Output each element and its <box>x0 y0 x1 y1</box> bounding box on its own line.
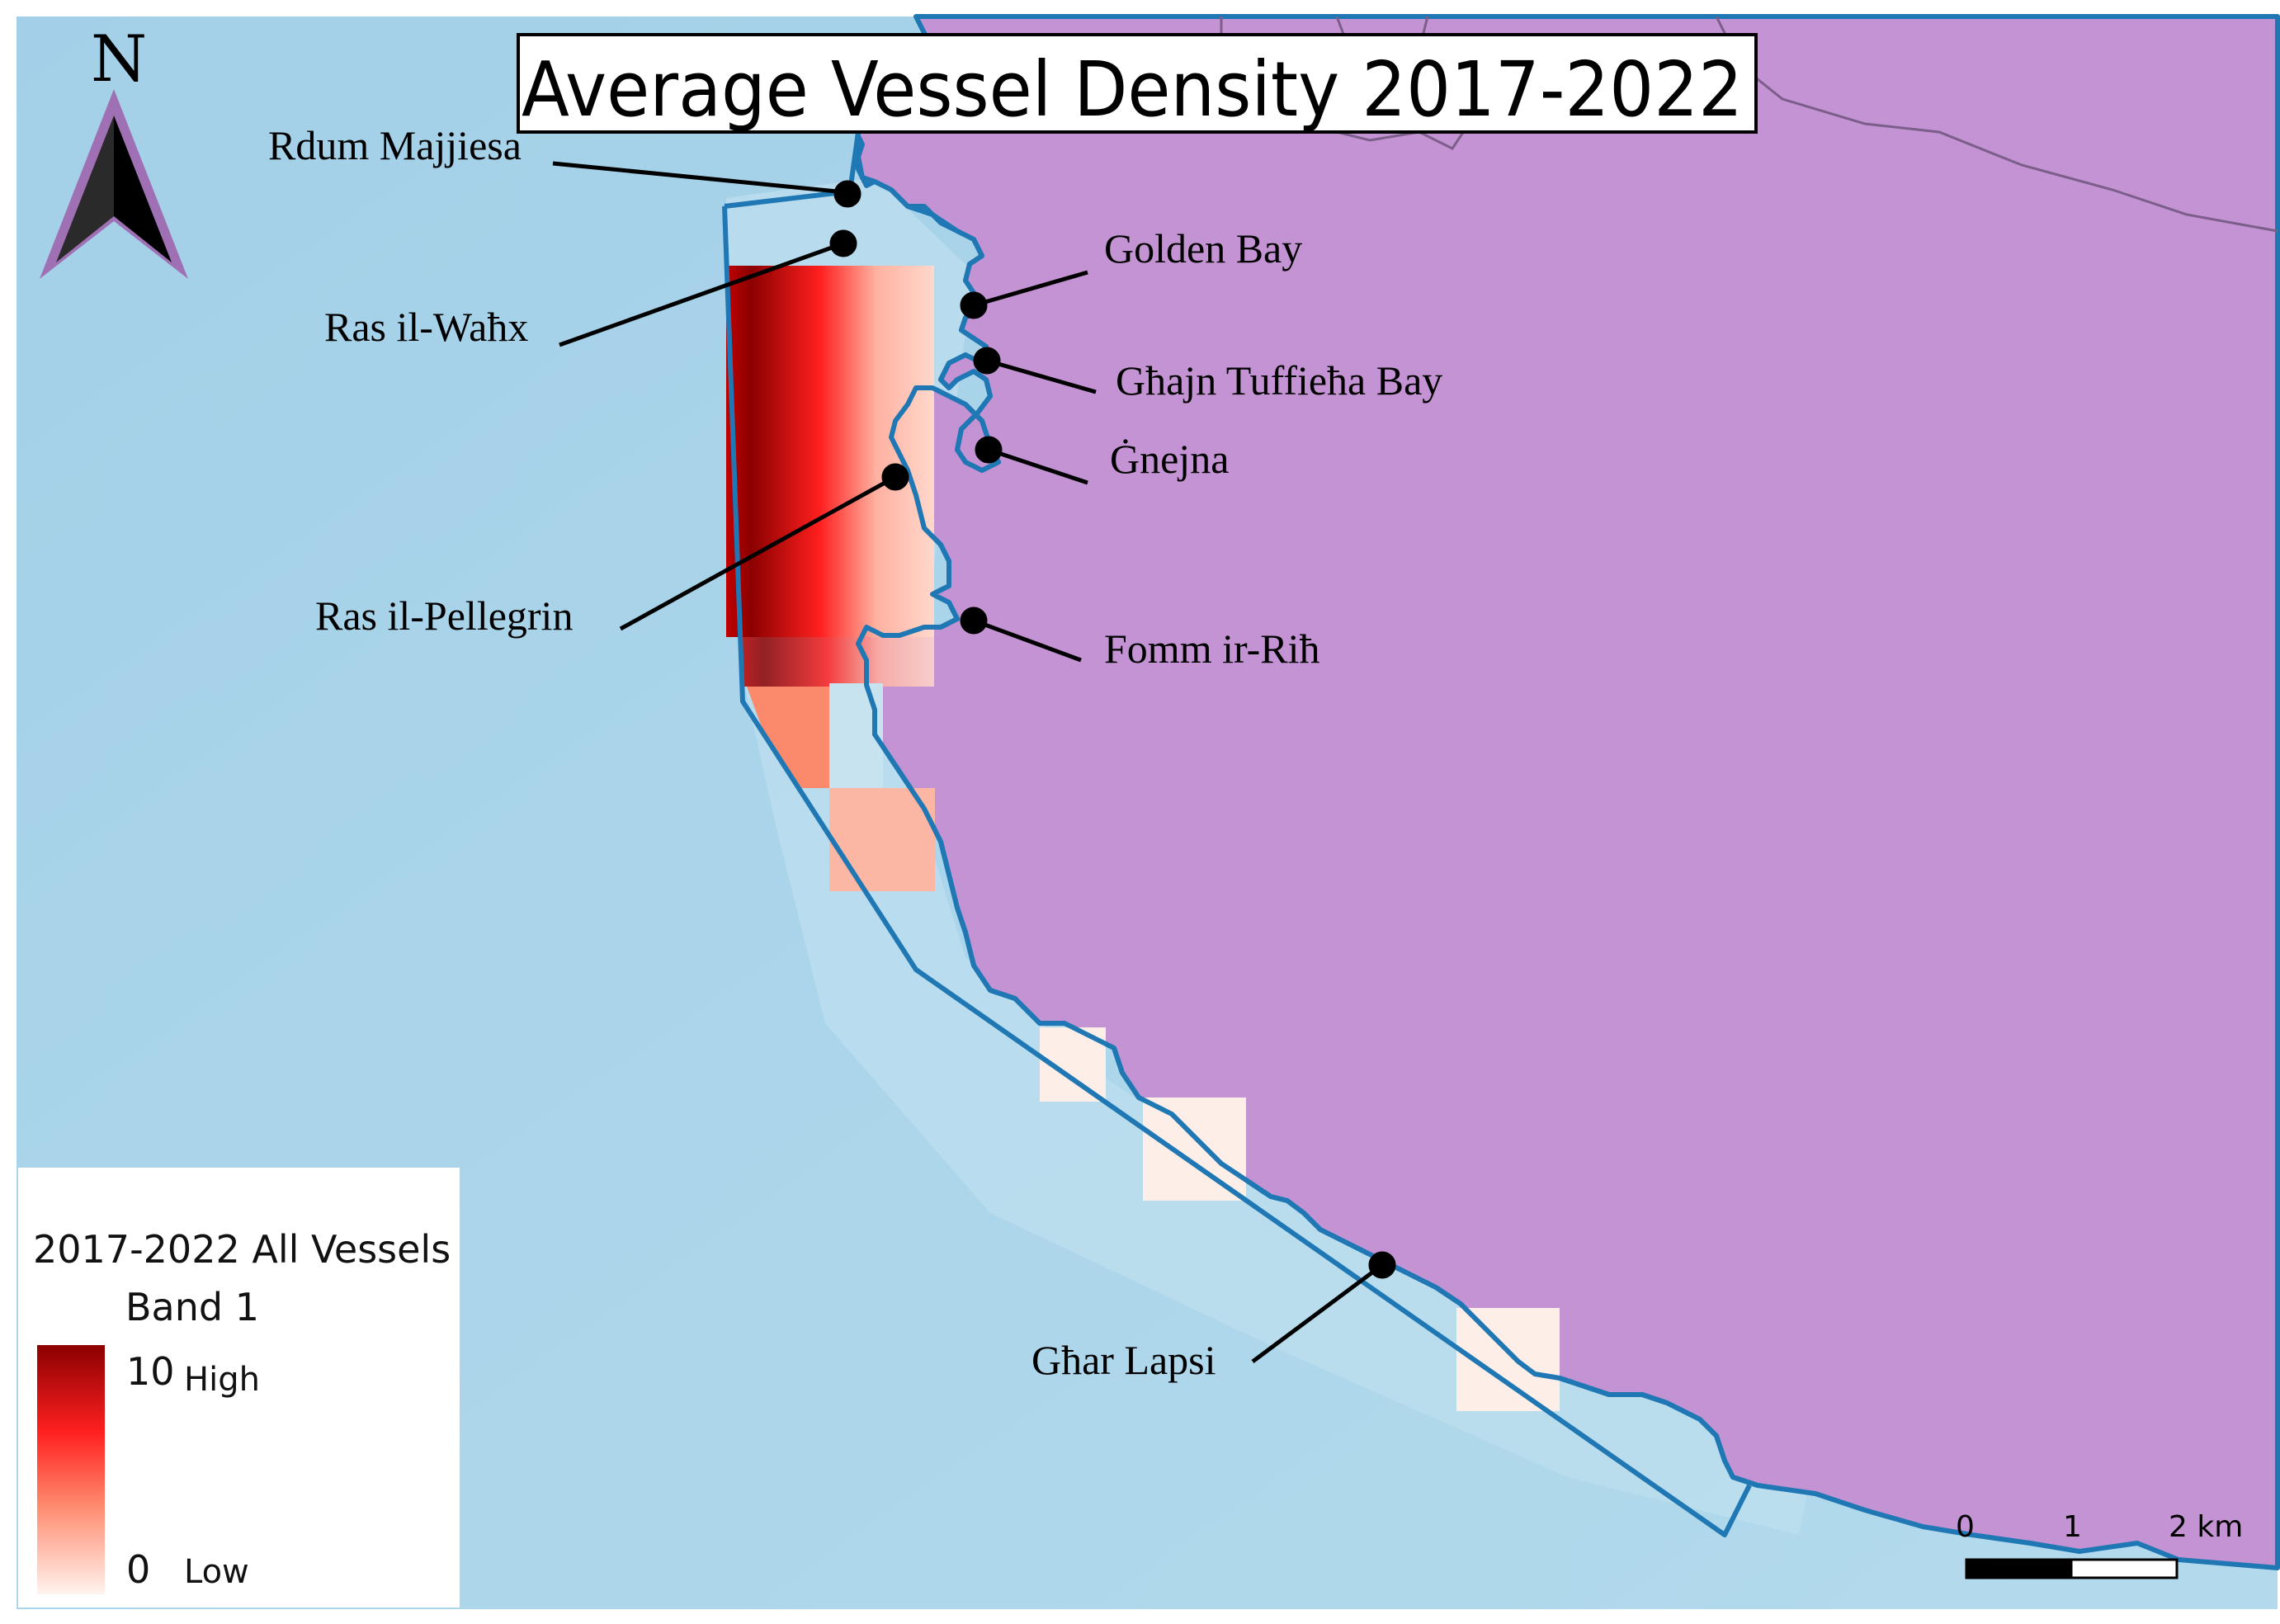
label-ras-il-wahx: Ras il-Waħx <box>324 304 528 350</box>
legend-min-value: 0 <box>126 1547 150 1592</box>
legend-min-label: Low <box>184 1553 249 1591</box>
label-ghar-lapsi: Għar Lapsi <box>1031 1337 1216 1383</box>
marker-ras-il-pellegrin[interactable] <box>881 463 909 491</box>
density-cell-main <box>726 266 934 637</box>
marker-rdum-majjiesa[interactable] <box>833 180 861 208</box>
label-ras-il-pellegrin: Ras il-Pellegrin <box>315 592 573 639</box>
label-rdum-majjiesa: Rdum Majjiesa <box>268 122 522 168</box>
north-arrow: N <box>40 22 188 279</box>
scale-tick-2: 2 km <box>2169 1510 2243 1544</box>
marker-ghar-lapsi[interactable] <box>1368 1251 1396 1279</box>
north-arrow-left-half <box>56 116 114 262</box>
map-title: Average Vessel Density 2017-2022 <box>522 45 1743 134</box>
legend-title-line2: Band 1 <box>125 1285 259 1329</box>
north-arrow-right-half <box>114 116 172 262</box>
legend-title-line1: 2017-2022 All Vessels <box>33 1227 451 1272</box>
density-cell-mid <box>740 637 934 687</box>
label-golden-bay: Golden Bay <box>1104 225 1302 271</box>
marker-ghajn-tuffieha[interactable] <box>973 347 1001 375</box>
label-fomm-ir-rih: Fomm ir-Riħ <box>1104 626 1320 672</box>
density-cell-lower <box>747 687 829 788</box>
legend: 2017-2022 All Vessels Band 1 10 High 0 L… <box>18 1168 460 1607</box>
nearshore-water <box>726 177 1815 1535</box>
marker-fomm-ir-rih[interactable] <box>960 607 988 635</box>
label-ghajn-tuffieha: Għajn Tuffieħa Bay <box>1116 357 1442 404</box>
place-markers <box>552 161 1396 1364</box>
scale-bar: 0 1 2 km <box>1956 1510 2243 1579</box>
legend-max-value: 10 <box>126 1349 175 1394</box>
scale-tick-0: 0 <box>1956 1510 1975 1544</box>
legend-max-label: High <box>184 1361 260 1399</box>
scale-segment-white <box>2070 1558 2179 1579</box>
north-arrow-label: N <box>91 22 147 97</box>
density-cell-coast2 <box>1143 1098 1246 1201</box>
marker-golden-bay[interactable] <box>960 291 988 319</box>
scale-segment-black <box>1965 1558 2073 1579</box>
label-gnejna: Ġnejna <box>1110 436 1229 482</box>
marker-gnejna[interactable] <box>975 436 1003 464</box>
legend-color-ramp <box>37 1345 105 1594</box>
marker-ras-il-wahx[interactable] <box>829 229 857 257</box>
title-box <box>517 33 1758 134</box>
scale-tick-1: 1 <box>2063 1510 2082 1544</box>
density-cell-south1 <box>829 788 935 891</box>
